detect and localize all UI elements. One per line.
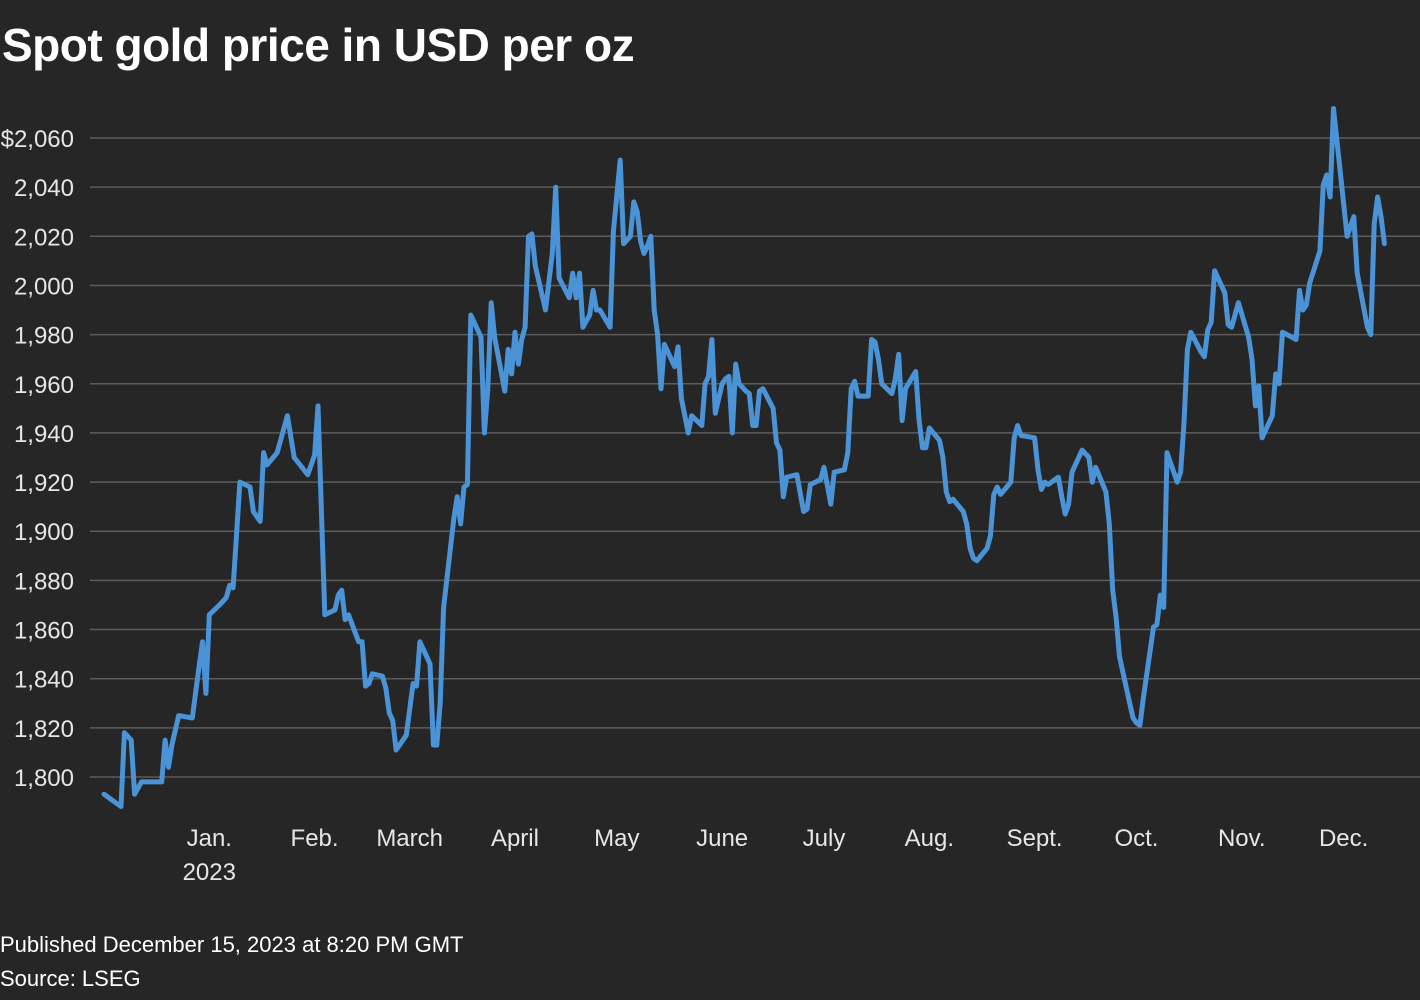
x-tick-label: July bbox=[803, 825, 846, 852]
y-tick-label: 1,880 bbox=[14, 568, 74, 595]
x-tick-label: Jan. bbox=[187, 825, 232, 852]
y-tick-label: 1,800 bbox=[14, 765, 74, 792]
x-tick-label: Nov. bbox=[1218, 825, 1266, 852]
series-layer bbox=[101, 106, 1387, 809]
y-axis-tick-labels: 1,800 1,820 1,840 1,860 1,880 1,900 1,920 1,940… bbox=[1, 126, 74, 792]
y-tick-label: 1,840 bbox=[14, 667, 74, 694]
y-tick-label: 2,040 bbox=[14, 175, 74, 202]
x-tick-label: June bbox=[696, 825, 748, 852]
y-tick-label: 1,820 bbox=[14, 716, 74, 743]
x-tick-label: Dec. bbox=[1319, 825, 1368, 852]
x-tick-label: Feb. bbox=[291, 825, 339, 852]
y-tick-label: 1,860 bbox=[14, 618, 74, 645]
chart-canvas: 1,800 1,820 1,840 1,860 1,880 1,900 1,920 1,940… bbox=[1, 106, 1420, 886]
y-tick-label: 1,940 bbox=[14, 421, 74, 448]
y-tick-label: $2,060 bbox=[1, 126, 74, 153]
chart-title: Spot gold price in USD per oz bbox=[2, 19, 635, 71]
source-note: Source: LSEG bbox=[0, 966, 141, 991]
y-tick-label: 1,920 bbox=[14, 470, 74, 497]
x-tick-label: May bbox=[594, 825, 639, 852]
x-tick-label: Oct. bbox=[1114, 825, 1158, 852]
x-tick-label: April bbox=[491, 825, 539, 852]
grid-lines bbox=[90, 137, 1420, 778]
x-tick-label: March bbox=[376, 825, 443, 852]
series-line-gold-price bbox=[101, 106, 1387, 809]
y-tick-label: 1,980 bbox=[14, 323, 74, 350]
x-tick-label: Sept. bbox=[1007, 825, 1063, 852]
published-note: Published December 15, 2023 at 8:20 PM G… bbox=[0, 932, 464, 957]
x-tick-label: Aug. bbox=[905, 825, 954, 852]
y-tick-label: 2,020 bbox=[14, 224, 74, 251]
x-tick-year-label: 2023 bbox=[183, 859, 236, 886]
y-tick-label: 1,900 bbox=[14, 519, 74, 546]
x-axis-tick-labels: Jan. 2023 Feb. March April May June July Aug. Sep… bbox=[183, 825, 1369, 886]
y-tick-label: 2,000 bbox=[14, 273, 74, 300]
y-tick-label: 1,960 bbox=[14, 372, 74, 399]
